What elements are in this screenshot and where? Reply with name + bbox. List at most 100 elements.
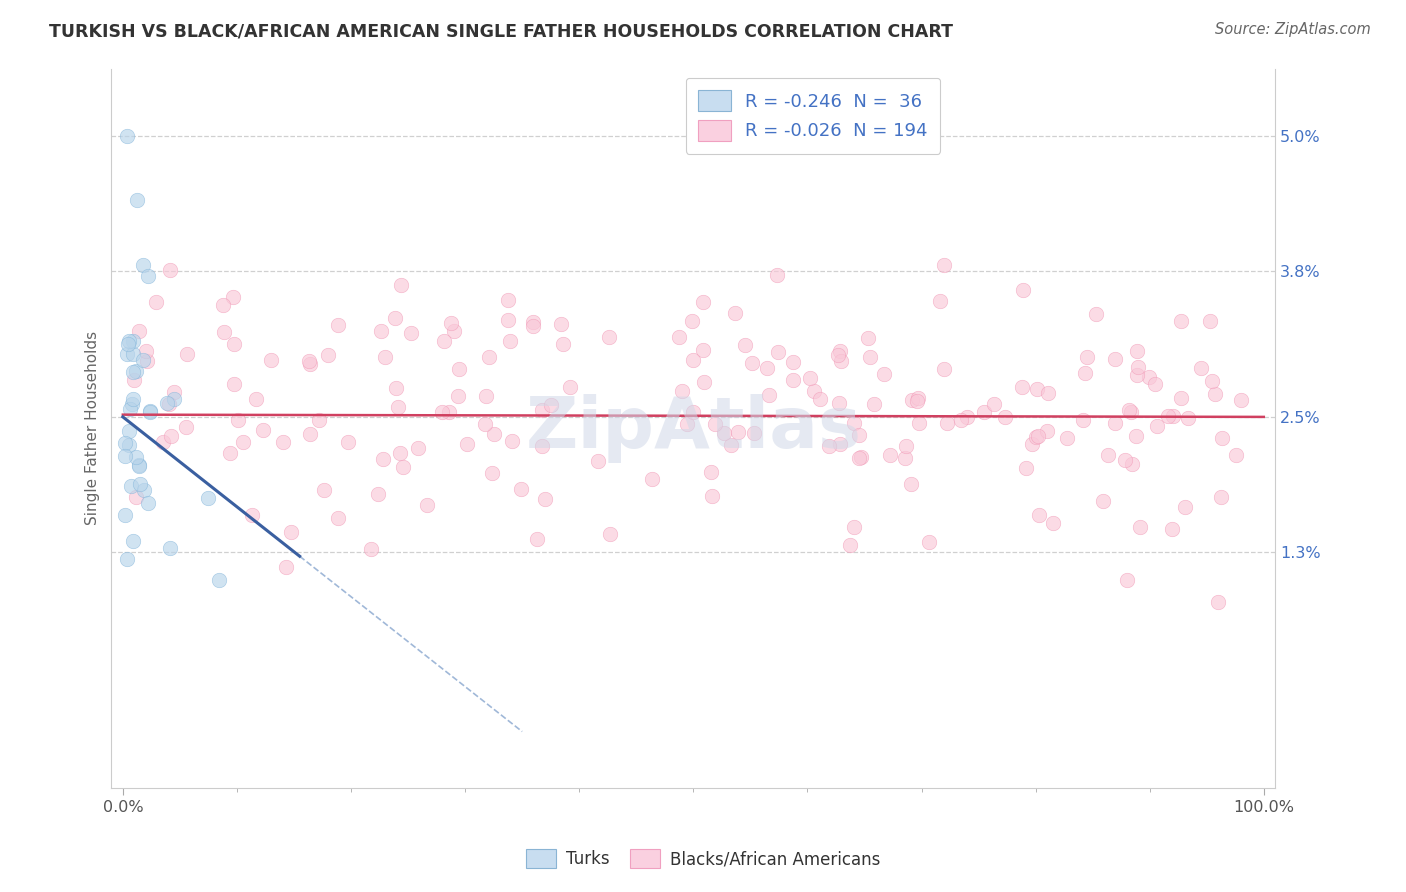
Point [713,425,735,440]
Point [443,324,465,338]
Point [474,417,496,431]
Point [1074,366,1097,380]
Point [481,466,503,480]
Point [387,401,409,415]
Point [901,393,924,408]
Point [599,526,621,541]
Point [135,343,157,358]
Point [693,375,716,389]
Point [929,294,952,309]
Point [360,542,382,557]
Point [374,350,396,364]
Point [145,295,167,310]
Point [1021,437,1043,451]
Point [138,496,160,510]
Point [799,371,821,385]
Point [1118,402,1140,417]
Point [240,508,263,522]
Point [950,413,973,427]
Point [122,365,145,379]
Point [720,437,742,451]
Point [1143,376,1166,391]
Point [734,337,756,351]
Point [1201,375,1223,389]
Point [1104,352,1126,367]
Point [1137,369,1160,384]
Point [159,262,181,277]
Point [1015,460,1038,475]
Point [212,298,235,312]
Point [117,424,139,438]
Point [117,438,139,452]
Point [1036,424,1059,438]
Text: TURKISH VS BLACK/AFRICAN AMERICAN SINGLE FATHER HOUSEHOLDS CORRELATION CHART: TURKISH VS BLACK/AFRICAN AMERICAN SINGLE… [49,22,953,40]
Point [1012,283,1035,297]
Point [682,352,704,367]
Point [848,451,870,466]
Point [522,315,544,329]
Point [114,449,136,463]
Point [1146,419,1168,434]
Point [1170,314,1192,328]
Point [918,535,941,549]
Point [533,492,555,507]
Point [132,352,155,367]
Point [1028,508,1050,523]
Point [1076,350,1098,364]
Point [367,487,389,501]
Point [1170,392,1192,406]
Point [1199,314,1222,328]
Point [907,391,929,405]
Point [118,401,141,416]
Point [122,373,145,387]
Point [120,479,142,493]
Point [152,434,174,449]
Point [197,491,219,506]
Point [384,311,406,326]
Point [298,354,321,368]
Point [827,348,849,362]
Point [704,417,727,432]
Text: ZipAtlas: ZipAtlas [526,393,862,463]
Point [128,458,150,473]
Point [232,434,254,449]
Point [1025,382,1047,396]
Point [308,412,330,426]
Point [336,434,359,449]
Point [129,476,152,491]
Point [526,532,548,546]
Point [125,194,148,208]
Point [1174,500,1197,514]
Point [224,336,246,351]
Point [1036,386,1059,401]
Text: Source: ZipAtlas.com: Source: ZipAtlas.com [1215,22,1371,37]
Point [692,294,714,309]
Point [879,448,901,462]
Point [245,392,267,406]
Point [1125,429,1147,443]
Point [1128,359,1150,374]
Point [125,490,148,504]
Point [433,334,456,348]
Point [498,334,520,348]
Point [280,525,302,540]
Point [371,452,394,467]
Point [125,450,148,465]
Point [1042,516,1064,531]
Point [1163,409,1185,423]
Point [430,404,453,418]
Point [934,258,956,272]
Point [1056,432,1078,446]
Point [1126,343,1149,358]
Point [560,380,582,394]
Point [447,389,470,403]
Point [501,434,523,448]
Point [136,269,159,284]
Point [1025,430,1047,444]
Point [163,385,186,400]
Point [125,364,148,378]
Point [439,316,461,330]
Point [163,392,186,406]
Point [437,405,460,419]
Point [830,344,852,359]
